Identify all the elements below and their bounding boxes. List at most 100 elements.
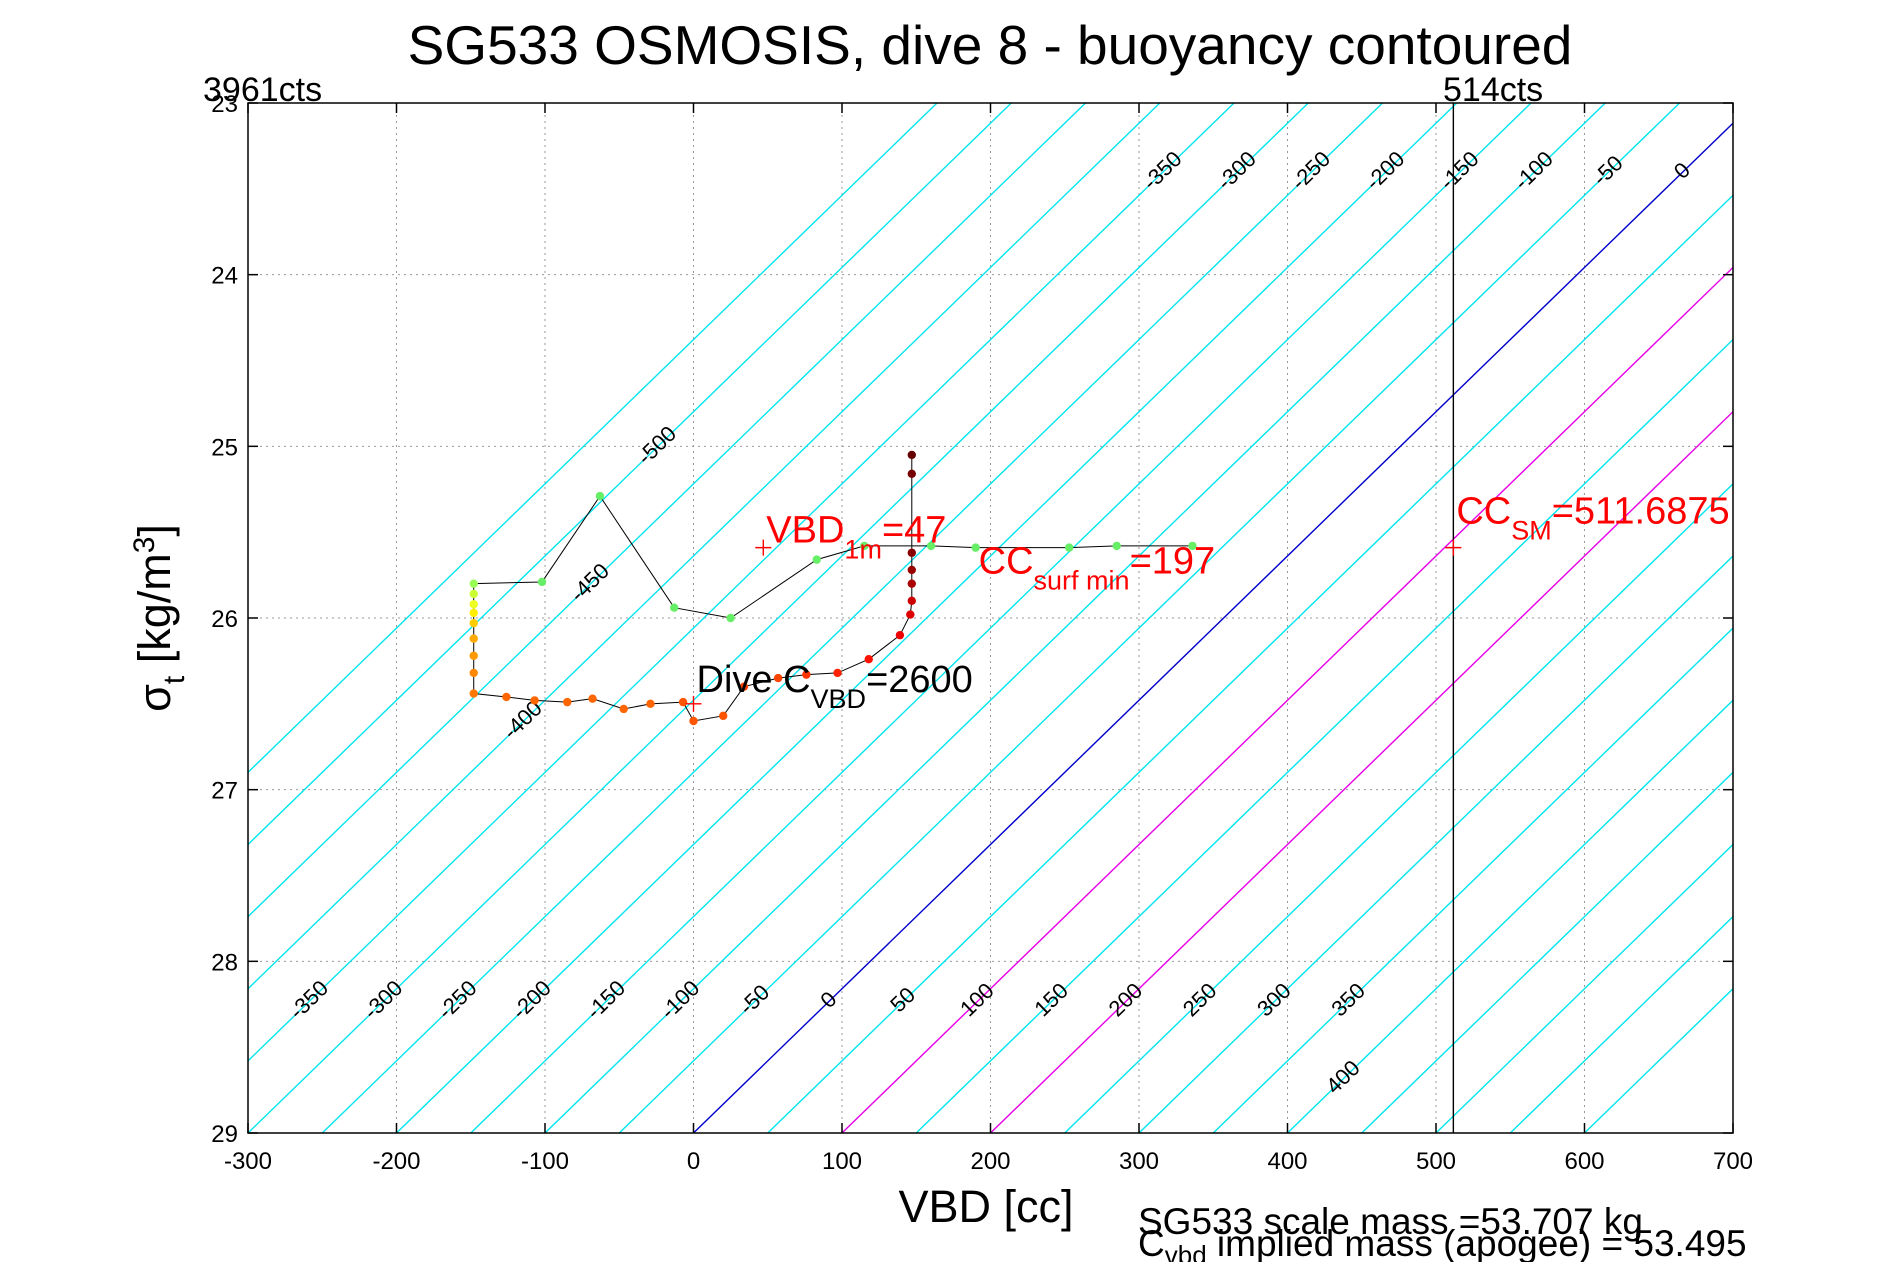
contour-line	[915, 338, 1733, 1133]
contour-line	[618, 103, 1681, 1133]
contour-line	[1287, 699, 1733, 1133]
trace-point	[812, 555, 821, 564]
annotation-ccsm: CCSM=511.6875	[1456, 491, 1729, 546]
trace-point	[926, 541, 936, 551]
contour-line	[693, 122, 1733, 1133]
x-axis-label: VBD [cc]	[898, 1181, 1073, 1232]
trace-point	[669, 603, 679, 612]
trace-point	[895, 630, 905, 640]
footer-scale-mass: SG533 scale mass =53.707 kg	[1138, 1201, 1643, 1242]
contour-line	[1361, 771, 1733, 1133]
trace-point	[469, 668, 478, 678]
x-tick-label: -200	[372, 1148, 420, 1175]
axis-ticks: -300 -200 -100 0 100 200 300 400 500 600 700 23 24 25…	[211, 91, 1753, 1175]
trace-point	[502, 692, 511, 702]
plus-marker	[755, 539, 772, 556]
trace-point	[907, 450, 916, 460]
trace-point	[719, 711, 728, 721]
trace-point	[469, 651, 478, 660]
trace-point	[907, 596, 916, 606]
trace-point	[469, 579, 478, 588]
y-tick-label: 29	[211, 1121, 238, 1148]
x-tick-label: 500	[1416, 1148, 1456, 1175]
trace-point	[1112, 541, 1121, 551]
trace-point	[773, 673, 783, 683]
trace-point	[595, 491, 605, 501]
plus-marker	[685, 695, 702, 712]
trace-point	[726, 613, 735, 623]
contour-line	[767, 194, 1733, 1133]
y-tick-label: 26	[211, 606, 238, 633]
x-tick-label: -100	[521, 1148, 569, 1175]
trace-point	[689, 716, 698, 726]
trace-point	[619, 704, 628, 714]
trace-point	[588, 694, 597, 703]
trace-point	[563, 697, 572, 707]
annotation-vbd1m: VBD1m=47	[766, 510, 946, 565]
trace-point	[906, 610, 915, 619]
annotation-dive: Dive CVBD=2600	[697, 659, 973, 714]
chart-title: SG533 OSMOSIS, dive 8 - buoyancy contour…	[408, 14, 1573, 76]
trace-point	[907, 565, 916, 575]
contour-line	[1509, 915, 1733, 1133]
contour-line	[321, 103, 1384, 1133]
plus-marker	[1445, 539, 1462, 556]
trace-point	[864, 655, 873, 664]
y-tick-label: 28	[211, 949, 238, 976]
annotation-ccsurf: CCsurf min=197	[979, 541, 1216, 596]
footer-implied-mass: Cvbd implied mass (apogee) = 53.495	[1138, 1223, 1747, 1262]
contour-line	[248, 103, 1235, 1062]
trace-point	[469, 618, 478, 628]
annotations: VBD1m=47 CCsurf min=197 Dive CVBD=2600 CCSM…	[697, 491, 1730, 714]
y-axis-label: σt [kg/m3]	[128, 524, 191, 712]
trace-point	[469, 600, 478, 609]
contour-line	[470, 103, 1532, 1133]
contour-line	[248, 103, 1161, 990]
trace-point	[1065, 543, 1074, 552]
contour-line	[544, 103, 1606, 1133]
contour-line	[990, 410, 1733, 1133]
dive-trace	[469, 450, 1197, 726]
y-tick-label: 23	[211, 91, 238, 118]
contour-line	[396, 103, 1458, 1133]
trace-point	[469, 634, 478, 643]
x-tick-label: 300	[1119, 1148, 1159, 1175]
trace-point	[971, 543, 980, 552]
y-tick-label: 25	[211, 434, 238, 461]
x-tick-label: 0	[687, 1148, 700, 1175]
y-tick-label: 27	[211, 778, 238, 805]
contour-line	[1435, 843, 1733, 1133]
trace-point	[907, 579, 916, 588]
corner-label-left: 3961cts	[203, 71, 322, 109]
contour-line	[248, 103, 1012, 846]
trace-point	[646, 699, 655, 709]
contour-line	[1212, 627, 1733, 1133]
trace-point	[907, 548, 916, 557]
corner-label-right: 514cts	[1443, 71, 1543, 109]
y-tick-label: 24	[211, 263, 238, 290]
contour-line	[248, 103, 1087, 918]
trace-point	[537, 577, 547, 587]
contour-line	[248, 103, 938, 774]
trace-point	[678, 697, 688, 707]
plus-markers	[685, 539, 1462, 712]
trace-point	[739, 682, 749, 691]
trace-point	[469, 689, 478, 698]
trace-point	[860, 541, 869, 551]
trace-point	[833, 668, 842, 678]
contour-line	[1138, 554, 1733, 1133]
trace-point	[469, 589, 478, 599]
x-tick-label: 200	[970, 1148, 1010, 1175]
x-tick-label: 100	[822, 1148, 862, 1175]
contour-line	[248, 103, 1309, 1133]
trace-point	[1188, 541, 1197, 551]
x-tick-label: 600	[1564, 1148, 1604, 1175]
contour-line	[1064, 482, 1733, 1133]
trace-point	[907, 469, 916, 478]
x-tick-label: 700	[1713, 1148, 1753, 1175]
buoyancy-contours	[248, 103, 1733, 1133]
x-tick-label: 400	[1267, 1148, 1307, 1175]
x-tick-label: -300	[224, 1148, 272, 1175]
trace-point	[802, 670, 811, 679]
